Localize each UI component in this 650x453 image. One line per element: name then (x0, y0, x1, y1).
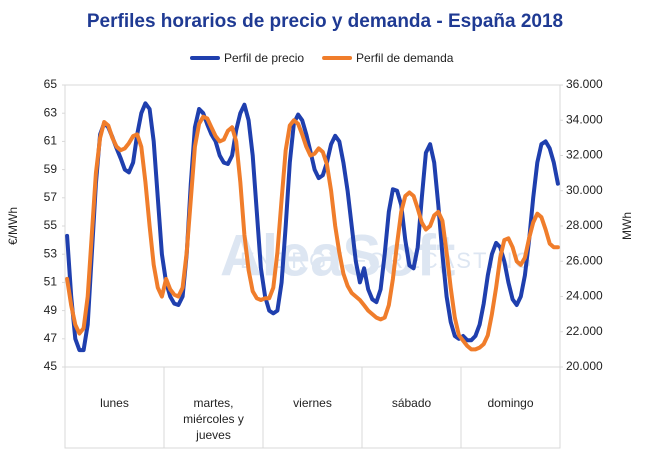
y-tick-label: 65 (44, 77, 58, 91)
category-box: lunes (100, 396, 129, 410)
x-tick-label: lunes (100, 396, 129, 410)
x-tick-label: sábado (391, 396, 432, 410)
y-tick-label: 61 (44, 134, 58, 148)
y-axis-label: €/MWh (6, 207, 20, 245)
y2-tick-label: 26.000 (566, 253, 603, 267)
category-box: viernes (293, 396, 332, 410)
y2-tick-label: 36.000 (566, 77, 603, 91)
y2-axis-label: MWh (620, 212, 634, 240)
y-tick-label: 53 (44, 246, 58, 260)
y-tick-label: 57 (44, 190, 58, 204)
x-tick-label: domingo (487, 396, 534, 410)
plot-border (64, 84, 561, 449)
legend-label: Perfil de demanda (356, 51, 454, 65)
line-series (65, 114, 560, 352)
line-series (65, 101, 560, 353)
y-tick-label: 63 (44, 105, 58, 119)
chart-title: Perfiles horarios de precio y demanda - … (87, 11, 563, 32)
y-tick-label: 59 (44, 162, 58, 176)
category-box: sábado (391, 396, 432, 410)
y-tick-label: 55 (44, 218, 58, 232)
y-tick-label: 47 (44, 331, 58, 345)
y2-tick-label: 24.000 (566, 289, 603, 303)
x-tick-label: viernes (293, 396, 332, 410)
y2-tick-label: 28.000 (566, 218, 603, 232)
y-tick-label: 51 (44, 275, 58, 289)
y2-tick-label: 30.000 (566, 183, 603, 197)
y2-tick-label: 34.000 (566, 112, 603, 126)
y-tick-label: 49 (44, 303, 58, 317)
category-box: martes, miércoles y jueves (183, 396, 244, 442)
legend-label: Perfil de precio (224, 51, 304, 65)
y-tick-label: 45 (44, 359, 58, 373)
x-tick-label: martes, miércoles y jueves (183, 396, 244, 442)
y2-tick-label: 22.000 (566, 324, 603, 338)
y2-tick-label: 32.000 (566, 148, 603, 162)
y2-tick-label: 20.000 (566, 359, 603, 373)
category-box: domingo (487, 396, 534, 410)
